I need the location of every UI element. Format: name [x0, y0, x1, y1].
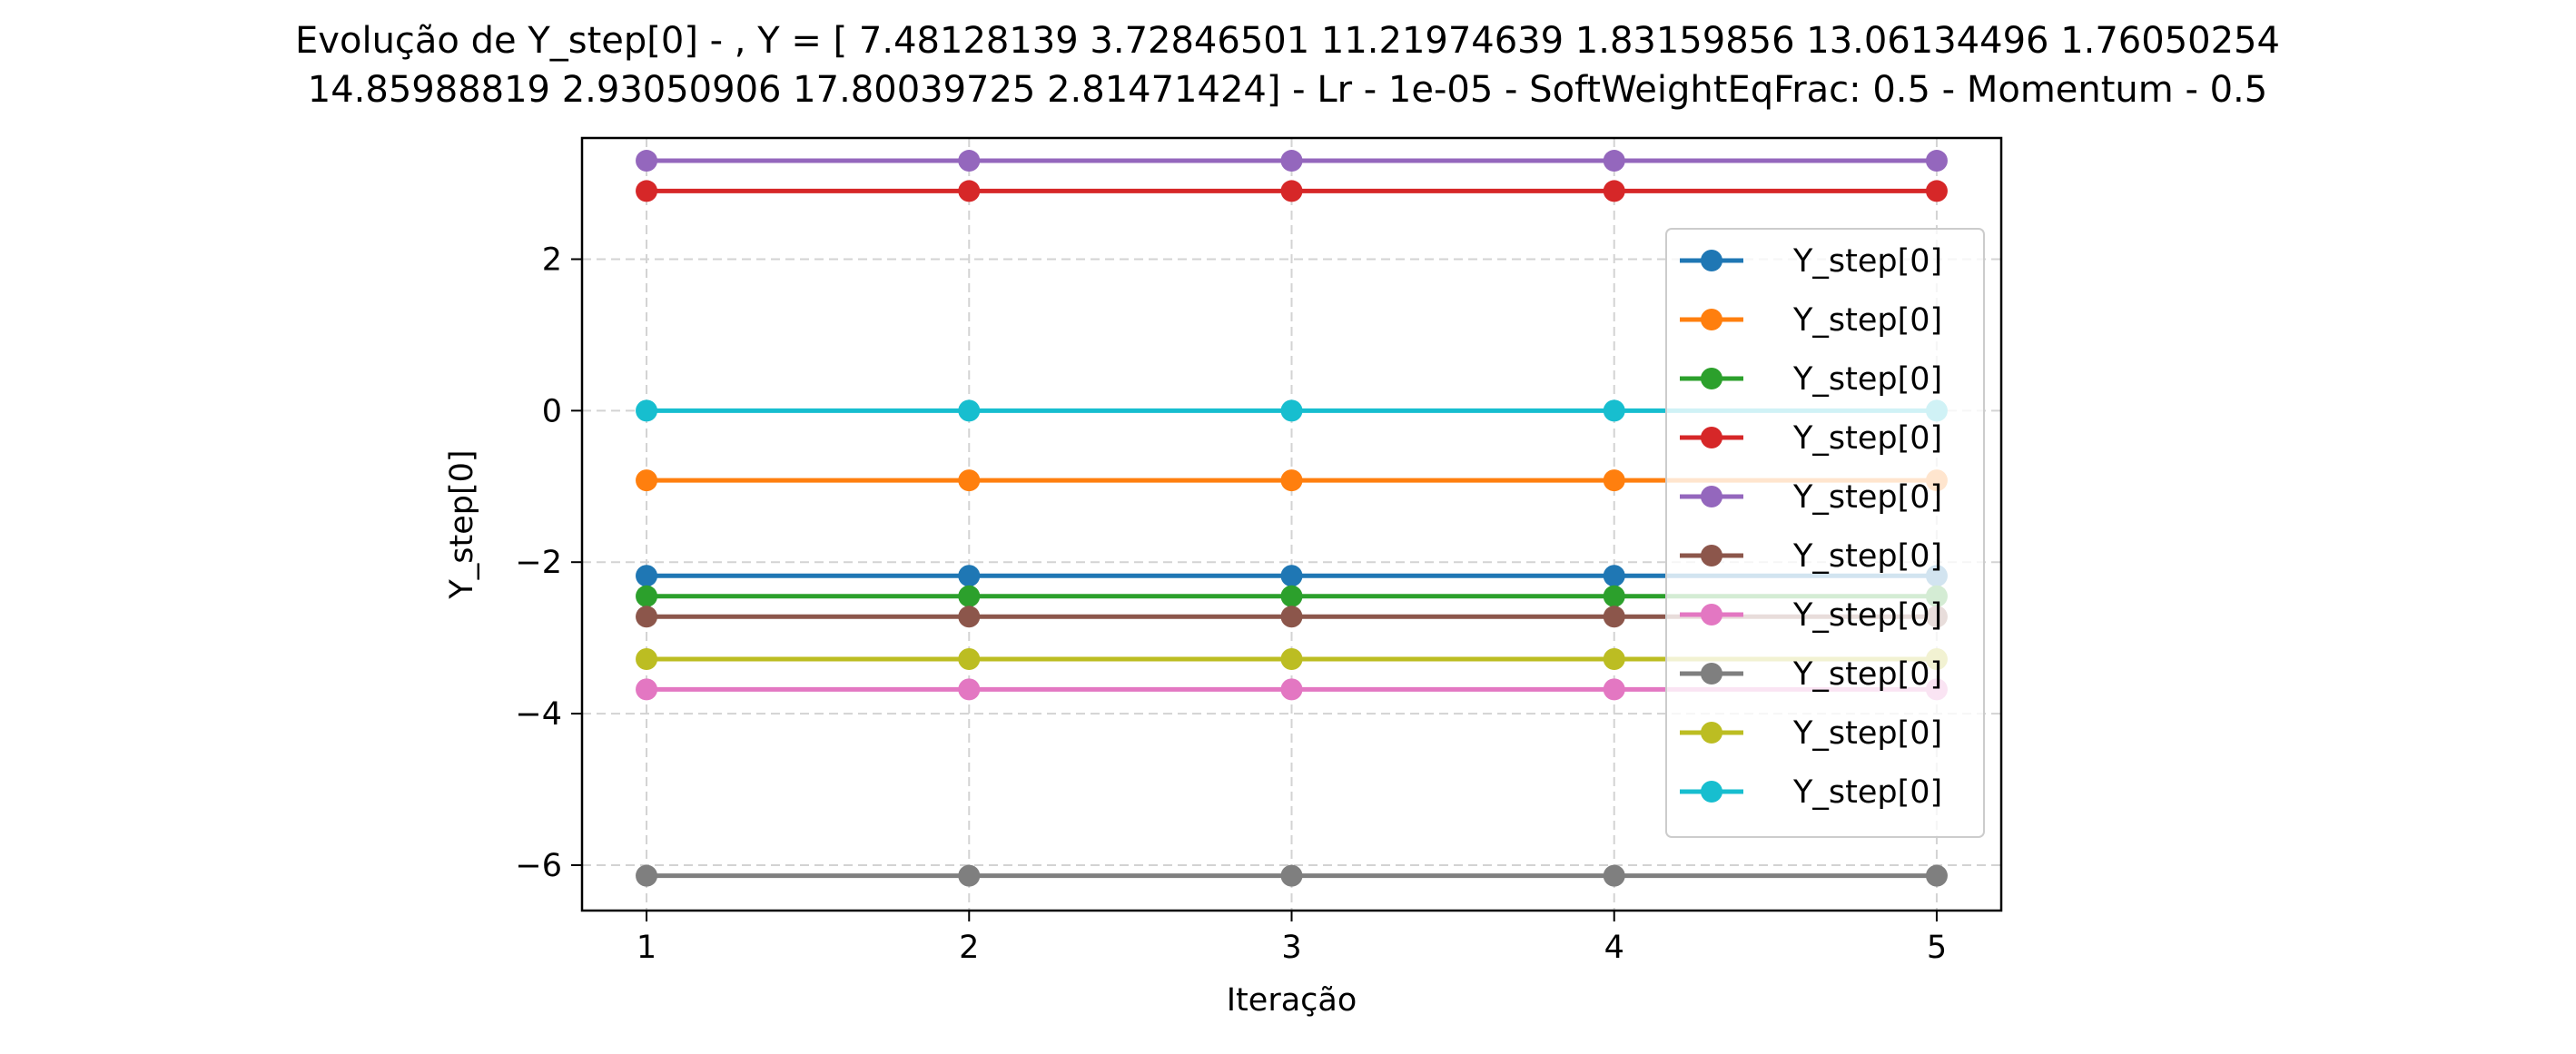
data-point [958, 469, 981, 492]
data-point [958, 180, 981, 202]
legend-marker [1701, 604, 1722, 626]
data-point [1280, 469, 1303, 492]
legend-label: Y_step[0] [1792, 361, 1942, 398]
data-point [958, 606, 981, 628]
data-point [1280, 864, 1303, 887]
chart-title-line-2: 14.85988819 2.93050906 17.80039725 2.814… [308, 69, 2267, 111]
legend-label: Y_step[0] [1792, 302, 1942, 339]
x-tick-label: 5 [1927, 930, 1947, 966]
data-point [636, 678, 658, 701]
data-point [1603, 469, 1625, 492]
data-point [1603, 565, 1625, 587]
legend-item: Y_step[0] [1680, 715, 1942, 752]
data-point [1925, 150, 1948, 172]
data-point [1603, 606, 1625, 628]
legend-item: Y_step[0] [1680, 420, 1942, 457]
y-tick-label: 0 [542, 393, 562, 429]
data-point [958, 565, 981, 587]
data-point [636, 648, 658, 671]
legend-item: Y_step[0] [1680, 243, 1942, 280]
legend-label: Y_step[0] [1792, 597, 1942, 634]
data-point [1280, 150, 1303, 172]
data-point [1603, 648, 1625, 671]
data-point [1280, 678, 1303, 701]
data-point [1280, 565, 1303, 587]
legend-marker [1701, 486, 1722, 507]
legend-marker [1701, 781, 1722, 803]
y-tick-label: −2 [515, 545, 562, 581]
data-point [958, 585, 981, 607]
x-tick-label: 2 [959, 930, 979, 966]
legend-label: Y_step[0] [1792, 715, 1942, 752]
series-5 [636, 150, 1948, 172]
legend-item: Y_step[0] [1680, 774, 1942, 811]
legend-marker [1701, 722, 1722, 744]
x-axis-label: Iteração [1227, 982, 1357, 1019]
data-point [636, 469, 658, 492]
legend-item: Y_step[0] [1680, 656, 1942, 693]
data-point [958, 678, 981, 701]
data-point [958, 648, 981, 671]
y-tick-label: −4 [515, 696, 562, 733]
data-point [636, 150, 658, 172]
legend-box [1665, 228, 1985, 838]
legend-marker [1701, 545, 1722, 566]
x-tick-label: 1 [637, 930, 656, 966]
x-tick-label: 3 [1281, 930, 1301, 966]
legend-marker [1701, 368, 1722, 389]
legend-marker [1701, 309, 1722, 330]
legend-item: Y_step[0] [1680, 361, 1942, 398]
data-point [636, 585, 658, 607]
data-point [1603, 180, 1625, 202]
data-point [1603, 150, 1625, 172]
data-point [1280, 606, 1303, 628]
data-point [1280, 585, 1303, 607]
data-point [958, 150, 981, 172]
legend-label: Y_step[0] [1792, 774, 1942, 811]
y-axis-label: Y_step[0] [444, 449, 480, 599]
data-point [1603, 678, 1625, 701]
data-point [1603, 399, 1625, 422]
legend-label: Y_step[0] [1792, 479, 1942, 516]
data-point [636, 864, 658, 887]
data-point [1603, 864, 1625, 887]
legend-marker [1701, 427, 1722, 448]
y-tick-label: −6 [515, 848, 562, 884]
data-point [958, 864, 981, 887]
legend-label: Y_step[0] [1792, 420, 1942, 457]
legend-marker [1701, 250, 1722, 271]
x-tick-label: 4 [1604, 930, 1624, 966]
data-point [958, 399, 981, 422]
legend-label: Y_step[0] [1792, 538, 1942, 575]
chart-title-line-1: Evolução de Y_step[0] - , Y = [ 7.481281… [295, 20, 2280, 62]
legend-item: Y_step[0] [1680, 302, 1942, 339]
series-8 [636, 864, 1948, 887]
y-tick-label: 2 [542, 241, 562, 278]
data-point [1280, 399, 1303, 422]
data-point [636, 606, 658, 628]
data-point [1925, 180, 1948, 202]
legend-marker [1701, 663, 1722, 685]
data-point [1925, 864, 1948, 887]
data-point [1280, 180, 1303, 202]
legend-label: Y_step[0] [1792, 243, 1942, 280]
data-point [1603, 585, 1625, 607]
series-4 [636, 180, 1948, 202]
legend-label: Y_step[0] [1792, 656, 1942, 693]
data-point [636, 399, 658, 422]
legend: Y_step[0] Y_step[0] Y_step[0] Y_step[0] Y_st… [1665, 228, 1985, 838]
legend-item: Y_step[0] [1680, 538, 1942, 575]
axis-ticks: 1 2 3 4 5 −6 −4 −2 0 2 [515, 241, 1947, 966]
data-point [636, 565, 658, 587]
data-point [636, 180, 658, 202]
legend-item: Y_step[0] [1680, 597, 1942, 634]
data-point [1280, 648, 1303, 671]
legend-item: Y_step[0] [1680, 479, 1942, 516]
